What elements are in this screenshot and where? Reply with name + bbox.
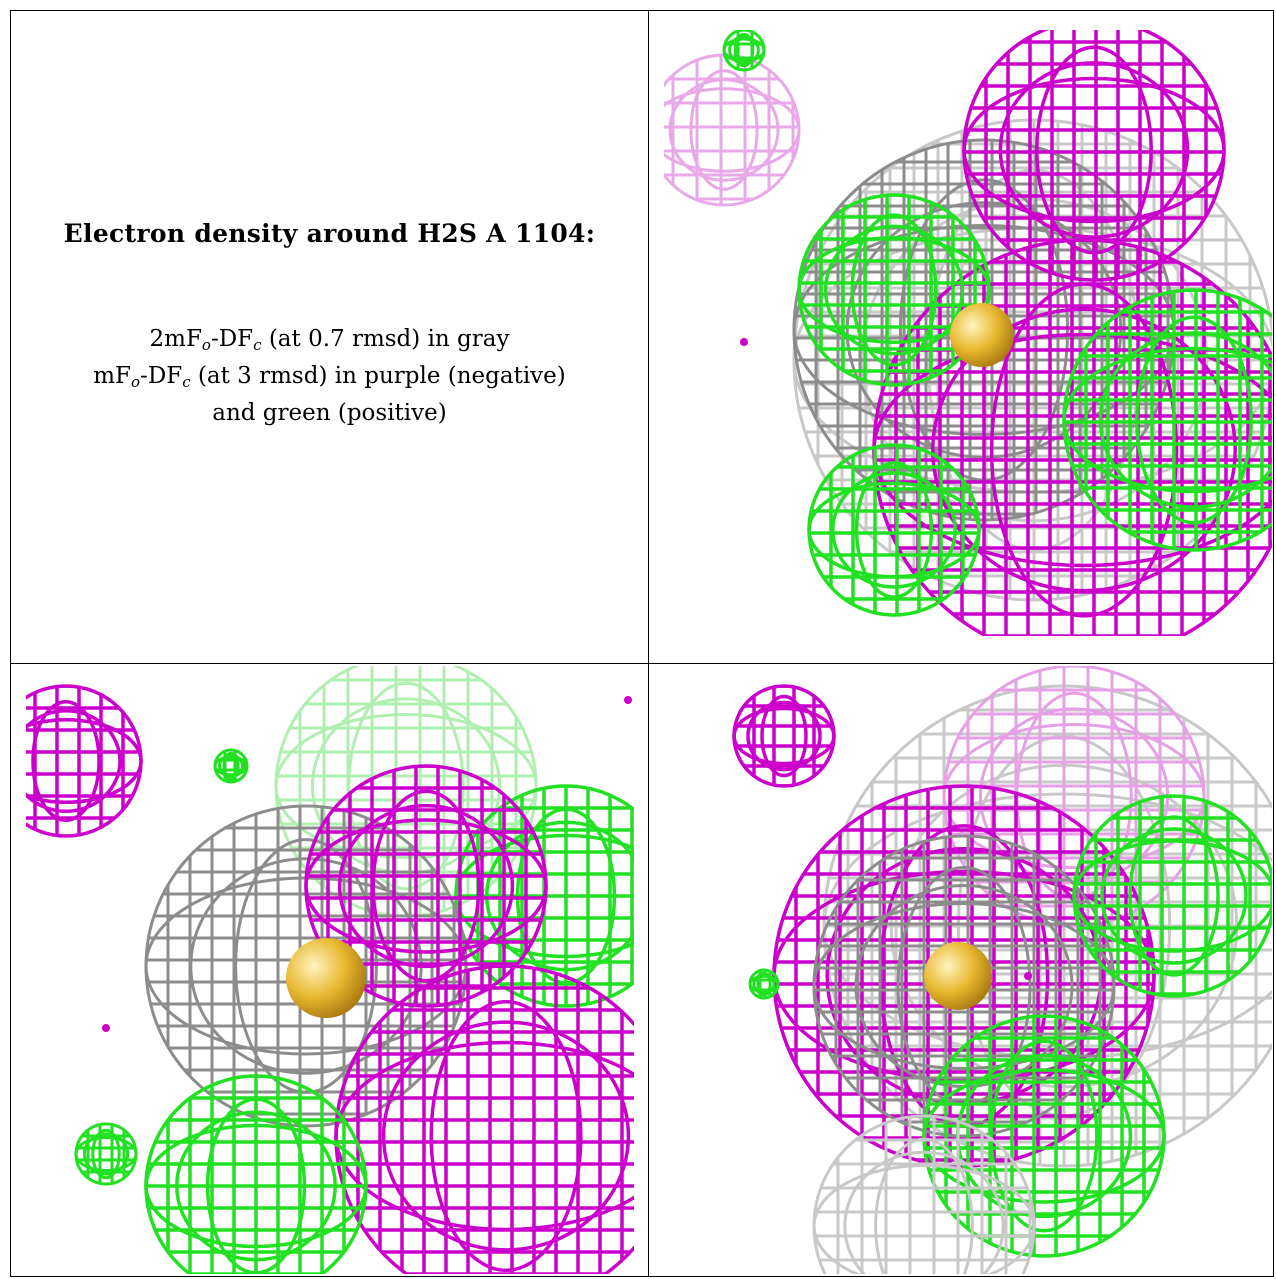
- caption-line-colors: and green (positive): [212, 400, 447, 426]
- caption-title: Electron density around H2S A 1104:: [63, 219, 596, 248]
- purple-negative-mesh: [26, 684, 143, 838]
- green-positive-mesh: [213, 748, 249, 784]
- mesh-render-bottom-left: [26, 666, 634, 1274]
- sulfur-atom-sphere: [286, 938, 366, 1018]
- density-speck: [740, 338, 748, 346]
- green-positive-mesh: [74, 1122, 138, 1186]
- density-speck: [1024, 972, 1032, 980]
- green-positive-mesh: [797, 193, 991, 387]
- caption-line-gray: 2mFo-DFc (at 0.7 rmsd) in gray: [149, 326, 510, 354]
- green-positive-mesh: [748, 968, 780, 1000]
- purple-negative-mesh: [334, 964, 634, 1274]
- grid-divider-vertical: [648, 10, 649, 1277]
- caption-line-diff: mFo-DFc (at 3 rmsd) in purple (negative): [93, 363, 566, 391]
- green-positive-mesh: [1072, 794, 1272, 998]
- mesh-render-bottom-right: [732, 666, 1272, 1274]
- density-view-bottom-left: [26, 666, 634, 1274]
- green-positive-mesh: [722, 30, 766, 72]
- caption-description: 2mFo-DFc (at 0.7 rmsd) in gray mFo-DFc (…: [11, 321, 648, 432]
- green-positive-mesh: [144, 1074, 368, 1274]
- sulfur-atom-sphere: [924, 942, 992, 1010]
- density-view-bottom-right: [664, 666, 1272, 1274]
- density-speck: [624, 696, 632, 704]
- figure-frame: [10, 10, 1274, 1277]
- grid-divider-horizontal: [10, 663, 1274, 664]
- purple-mesh-faint: [664, 53, 801, 207]
- caption-panel: Electron density around H2S A 1104: 2mFo…: [11, 11, 648, 663]
- purple-negative-mesh: [732, 684, 836, 788]
- gray-density-mesh-back: [812, 1114, 1036, 1274]
- sulfur-atom-sphere: [950, 303, 1014, 367]
- density-view-top-right: [664, 30, 1272, 636]
- mesh-render-top-right: [664, 30, 1272, 636]
- density-speck: [102, 1024, 110, 1032]
